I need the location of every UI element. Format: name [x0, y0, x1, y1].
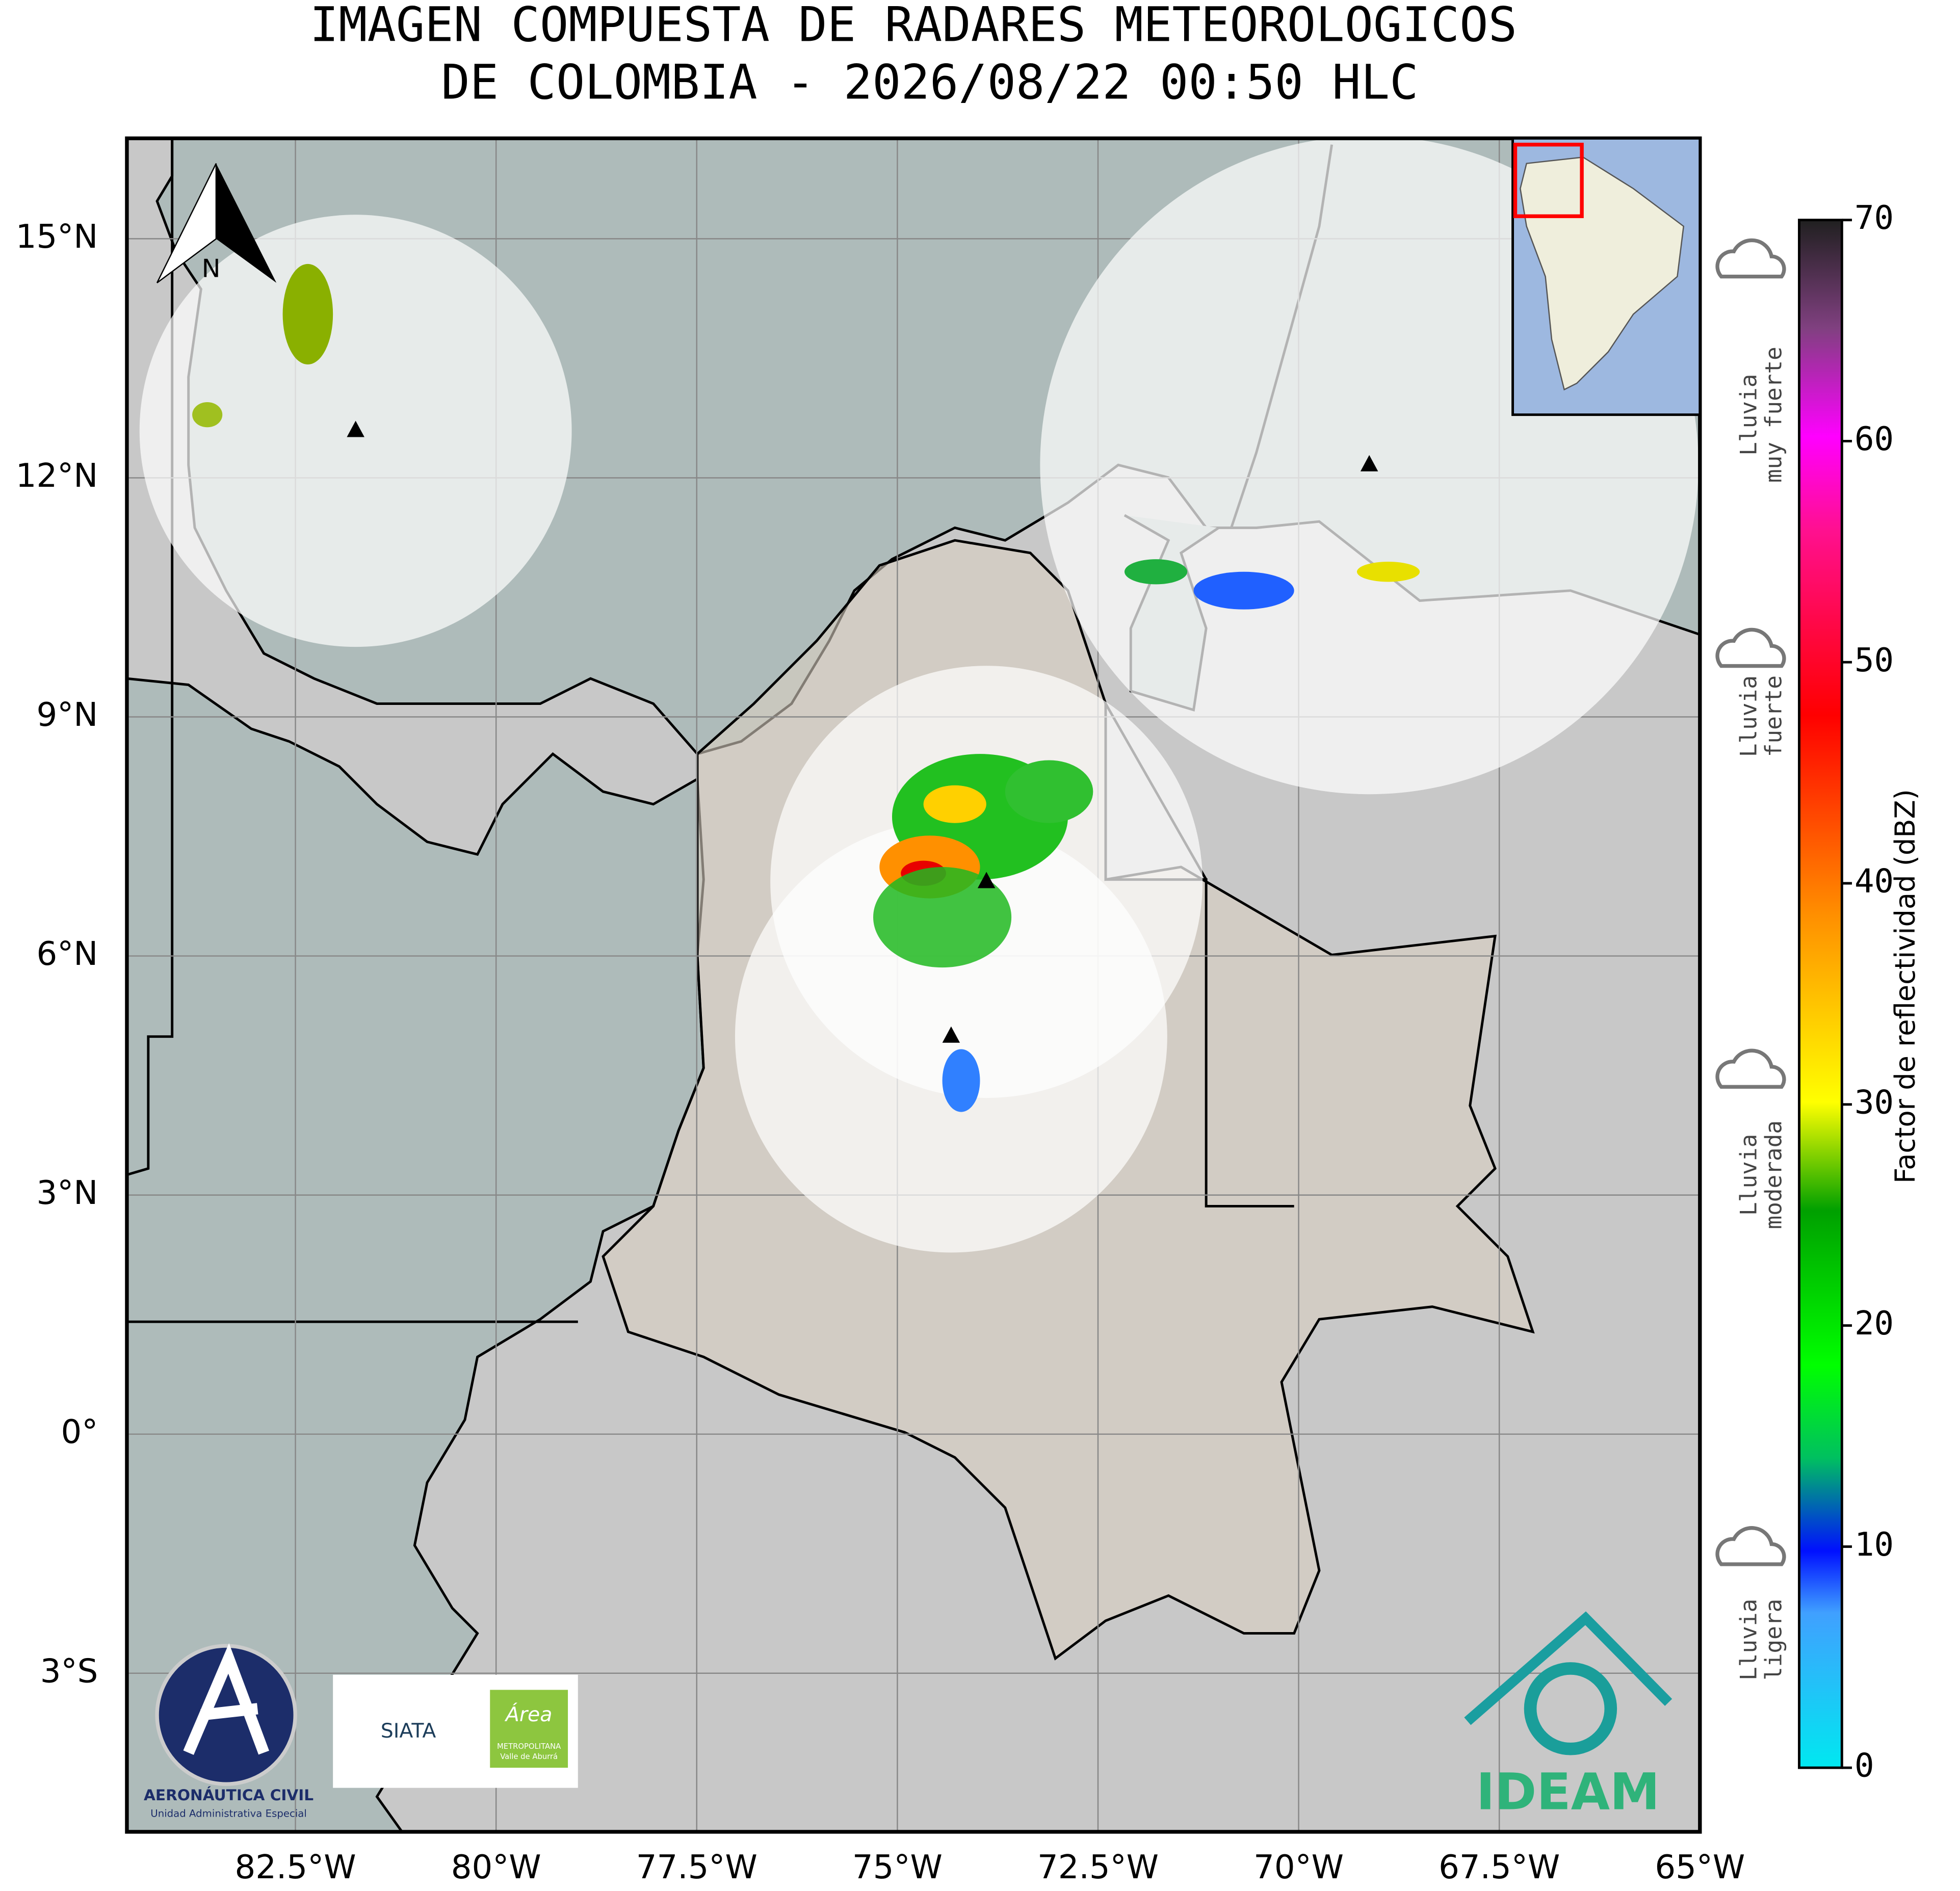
x-tick-label: 82.5°W	[235, 1849, 356, 1886]
radar-site	[347, 421, 364, 437]
colorbar-label: Factor de reflectividad (dBZ)	[1889, 789, 1921, 1184]
radar-sites	[347, 421, 1378, 1043]
logos: AERONÁUTICA CIVIL Unidad Administrativa …	[144, 1611, 1672, 1822]
logo-text: Unidad Administrativa Especial	[150, 1807, 307, 1819]
colorbar-tick-label: 50	[1854, 642, 1894, 679]
rain-legend-label: Lluvia	[1736, 1134, 1762, 1216]
rain-legend-label: Lluvia	[1736, 675, 1762, 757]
logo-text: METROPOLITANA	[497, 1742, 561, 1751]
rain-legend-label: fuerte	[1761, 675, 1787, 757]
radar-site	[942, 1026, 960, 1043]
colorbar	[1798, 219, 1843, 1769]
radar-site	[1360, 455, 1378, 471]
x-tick-label: 70°W	[1253, 1849, 1344, 1886]
colorbar-tick-label: 70	[1854, 199, 1894, 237]
y-tick-label: 9°N	[37, 696, 98, 734]
x-tick-label: 80°W	[451, 1849, 541, 1886]
north-label: N	[202, 254, 221, 283]
x-tick-label: 77.5°W	[636, 1849, 757, 1886]
rain-legend-label: Lluvia	[1736, 374, 1762, 456]
logo-text: SIATA	[381, 1719, 436, 1743]
rain-legend-label: ligera	[1761, 1599, 1787, 1680]
rain-icon	[1715, 627, 1786, 668]
colorbar-tick-label: 0	[1854, 1747, 1874, 1785]
logo-text: Valle de Aburrá	[500, 1752, 558, 1761]
colorbar-tick-label: 40	[1854, 863, 1894, 901]
colorbar-tick-label: 10	[1854, 1526, 1894, 1564]
map-frame	[125, 136, 1702, 1834]
title: IMAGEN COMPUESTA DE RADARES METEOROLOGIC…	[310, 0, 1517, 52]
rain-legend-label: Lluvia	[1736, 1599, 1762, 1680]
rain-icon	[1715, 1526, 1786, 1566]
x-tick-label: 67.5°W	[1439, 1849, 1560, 1886]
x-tick-label: 65°W	[1655, 1849, 1745, 1886]
rain-legend-label: muy fuerte	[1761, 347, 1787, 483]
rain-icon	[1715, 1048, 1786, 1089]
y-tick-label: 3°N	[37, 1174, 98, 1212]
colorbar-tick-label: 30	[1854, 1084, 1894, 1121]
x-tick-label: 75°W	[852, 1849, 943, 1886]
y-tick-label: 6°N	[37, 935, 98, 973]
logo-text: IDEAM	[1476, 1763, 1660, 1822]
rain-icon	[1715, 238, 1786, 279]
map-body	[126, 138, 1700, 1832]
colorbar-tick-label: 60	[1854, 421, 1894, 458]
echoes	[192, 264, 1420, 1112]
logo-text: Área	[504, 1702, 553, 1726]
inset-map	[1511, 137, 1702, 416]
logo-text: AERONÁUTICA CIVIL	[144, 1786, 313, 1804]
colorbar-tick-label: 20	[1854, 1305, 1894, 1343]
y-tick-label: 0°	[61, 1413, 98, 1451]
x-tick-label: 72.5°W	[1037, 1849, 1159, 1886]
y-tick-label: 12°N	[16, 457, 98, 495]
title: DE COLOMBIA - 2026/08/22 00:50 HLC	[441, 55, 1418, 111]
y-tick-label: 15°N	[16, 218, 98, 256]
y-tick-label: 3°S	[40, 1652, 98, 1690]
rain-legend-label: moderada	[1761, 1120, 1787, 1229]
radar-site	[977, 872, 996, 888]
